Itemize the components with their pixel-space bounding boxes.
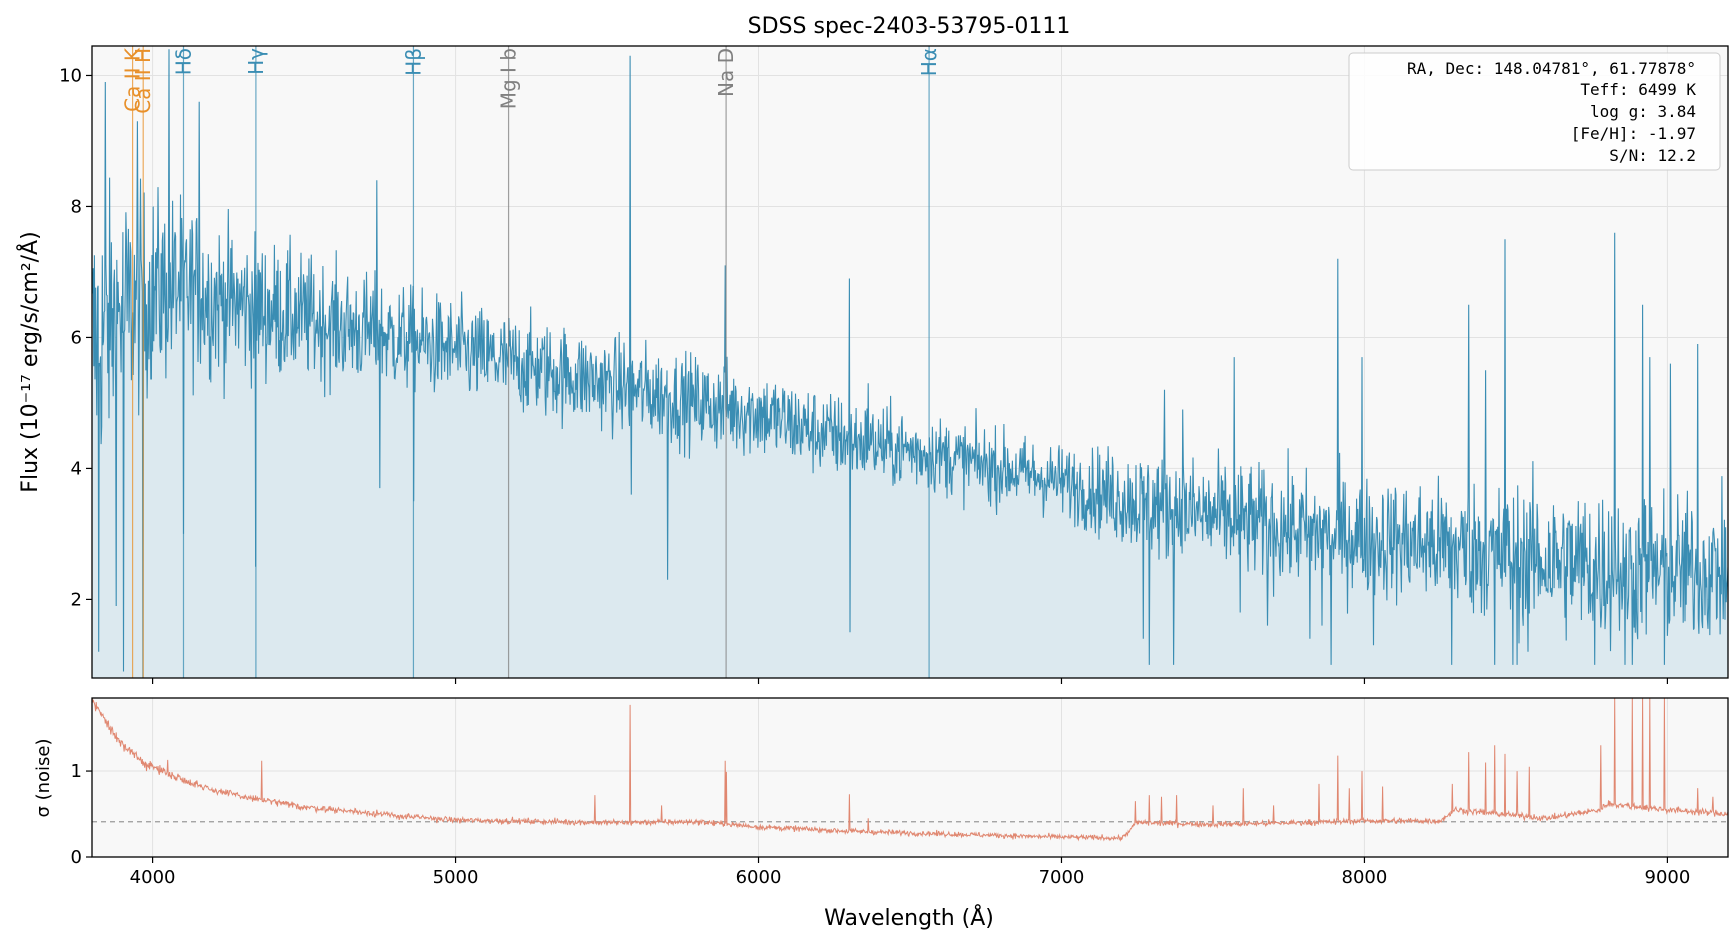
info-logg: log g: 3.84	[1590, 102, 1696, 121]
reference-lines	[131, 46, 930, 678]
flux-y-tick-label: 4	[71, 458, 82, 479]
noise-y-axis-label: σ (noise)	[33, 738, 54, 817]
noise-axis-ticks: 4000 5000 6000 7000 8000 9000 0 1	[71, 761, 1691, 888]
reference-line-label: Hβ	[401, 48, 425, 76]
chart-title: SDSS spec-2403-53795-0111	[748, 14, 1071, 39]
flux-y-tick-label: 8	[71, 196, 82, 217]
flux-plot-frame	[91, 45, 1729, 679]
noise-plot-background	[92, 698, 1728, 857]
reference-line-label: Hδ	[172, 48, 196, 75]
noise-series-line	[92, 698, 1728, 842]
flux-y-tick-label: 2	[71, 589, 82, 610]
reference-line-label: Hα	[917, 48, 941, 76]
info-teff: Teff: 6499 K	[1580, 80, 1696, 99]
noise-y-tick-label: 0	[71, 847, 82, 868]
reference-line-label: Na D	[714, 48, 738, 97]
x-tick-label: 7000	[1039, 867, 1085, 888]
flux-y-tick-label: 6	[71, 327, 82, 348]
x-tick-label: 8000	[1342, 867, 1388, 888]
x-tick-label: 9000	[1645, 867, 1691, 888]
noise-y-tick-label: 1	[71, 761, 82, 782]
x-tick-label: 4000	[130, 867, 176, 888]
reference-line-label: Ca II H	[131, 48, 155, 114]
reference-line-label: Hγ	[244, 48, 268, 75]
info-radec: RA, Dec: 148.04781°, 61.77878°	[1407, 59, 1696, 78]
info-feh: [Fe/H]: -1.97	[1571, 124, 1696, 143]
info-box-frame	[1348, 52, 1721, 171]
x-tick-label: 6000	[736, 867, 782, 888]
reference-line-label: Ca II K	[121, 47, 145, 112]
flux-series-line	[92, 49, 1728, 678]
flux-fill-area	[92, 49, 1728, 678]
info-snr: S/N: 12.2	[1609, 146, 1696, 165]
noise-plot-frame	[91, 697, 1729, 858]
x-axis-label: Wavelength (Å)	[824, 904, 994, 931]
noise-panel: 4000 5000 6000 7000 8000 9000 0 1 σ (noise) Wav…	[33, 697, 1729, 931]
x-tick-label: 5000	[433, 867, 479, 888]
flux-y-tick-label: 10	[59, 65, 82, 86]
flux-axis-ticks: 2 4 6 8 10	[59, 65, 1669, 684]
reference-line-label: Mg I b	[497, 48, 521, 109]
reference-line-labels: Ca II KCa II H Hδ Hγ Hβ Mg I b Na D Hα	[121, 47, 941, 114]
flux-panel: Ca II KCa II H Hδ Hγ Hβ Mg I b Na D Hα 246810 …	[16, 45, 1729, 684]
stellar-parameters-box: RA, Dec: 148.04781°, 61.77878° Teff: 649…	[1348, 52, 1721, 171]
flux-y-axis-label: Flux (10⁻¹⁷ erg/s/cm²/Å)	[16, 231, 43, 492]
